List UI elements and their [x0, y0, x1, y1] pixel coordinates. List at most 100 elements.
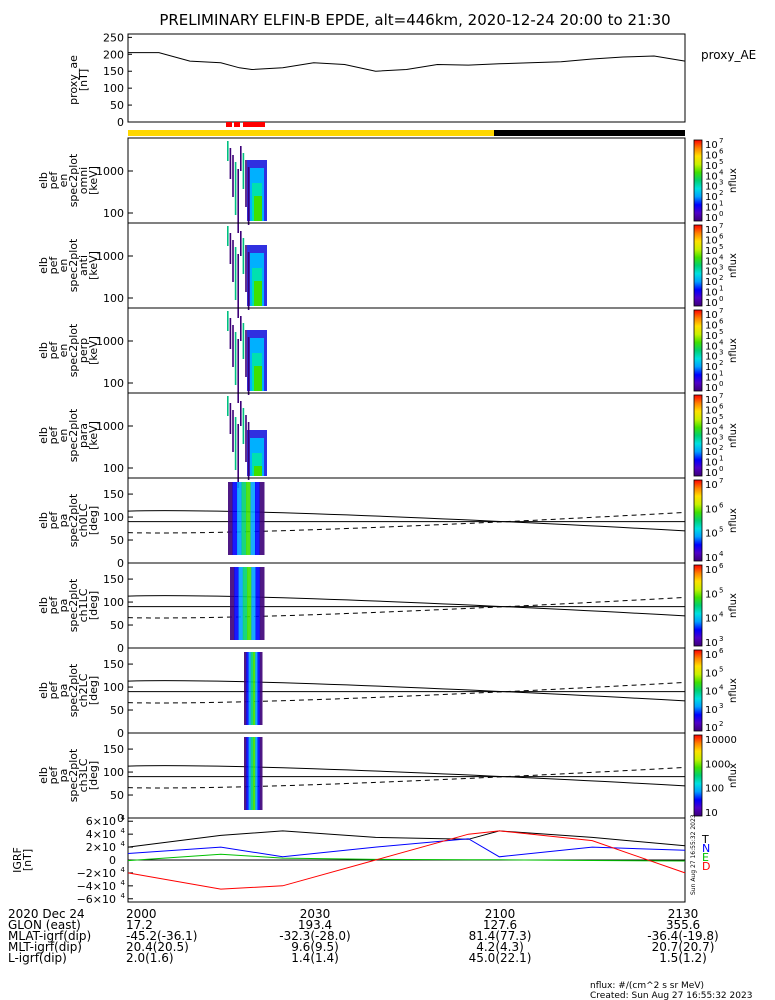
energy-panel-3-ylabel-line: elb	[37, 427, 50, 444]
energy-panel-3-spectrum-cell	[229, 403, 232, 434]
pa-panel-2-ytick: 100	[103, 681, 124, 694]
proxy-ae-ytick: 100	[103, 82, 124, 95]
pa-panel-1-tick-exp: 3	[719, 635, 723, 643]
energy-panel-2-tick: 10	[705, 362, 718, 373]
pa-panel-0-ytick: 0	[117, 557, 124, 570]
energy-panel-0-tick-exp: 2	[719, 189, 723, 197]
pa-panel-2-ylabel-line: pef	[47, 681, 60, 700]
pa-panel-0-ytick: 150	[103, 488, 124, 501]
energy-panel-0-tick: 10	[705, 192, 718, 203]
pa-panel-1-tick: 10	[705, 565, 718, 576]
igrf-ytick: 0	[109, 854, 116, 867]
igrf-legend-D: D	[702, 860, 710, 873]
footer-row-value: 193.4	[298, 918, 332, 932]
energy-panel-3-colorbar	[693, 394, 703, 477]
energy-panel-0-tick-exp: 1	[719, 200, 723, 208]
footer-row-value: 2100	[485, 907, 516, 921]
energy-panel-2-tick-exp: 3	[719, 349, 723, 357]
side-stamp: Sun Aug 27 16:55:32 2023	[690, 814, 697, 895]
energy-panel-0-tick: 10	[705, 171, 718, 182]
energy-panel-0-ytick: 100	[103, 207, 124, 220]
energy-panel-2-frame	[127, 307, 686, 394]
pa-panel-3-tick: 10000	[705, 735, 737, 746]
pa-panel-1-loss-cone-line	[127, 595, 686, 617]
energy-panel-2-ylabel-line: spec2plot	[67, 323, 80, 377]
proxy-ae-ytick: 50	[110, 99, 124, 112]
energy-panel-2-ylabel-line: en	[57, 344, 70, 358]
energy-panel-2-tick-exp: 6	[719, 317, 724, 325]
pa-panel-1-tick-exp: 6	[719, 562, 724, 570]
footer-row-value: 20.4(20.5)	[126, 940, 189, 954]
pa-panel-0-ytick: 50	[110, 534, 124, 547]
energy-panel-0-frame	[127, 137, 686, 224]
igrf-ytick: 4×10	[86, 828, 116, 841]
pa-panel-3-ytick: 100	[103, 766, 124, 779]
footer-row-value: 45.0(22.1)	[469, 951, 532, 965]
pa-panel-2-frame	[127, 647, 686, 734]
pa-panel-2-ylabel-line: [deg]	[87, 676, 100, 705]
energy-panel-3-tick: 10	[705, 426, 718, 437]
energy-panel-2-spectrum-cell	[245, 330, 247, 377]
pa-panel-0-ylabel-line: [deg]	[87, 506, 100, 535]
energy-panel-3-spectrum-cell	[252, 453, 262, 476]
pa-panel-2-tick: 10	[705, 668, 718, 679]
energy-panel-1-tick-exp: 6	[719, 232, 724, 240]
energy-panel-3-ylabel-line: pef	[47, 426, 60, 445]
energy-panel-2-spectrum-cell	[234, 332, 237, 385]
pa-panel-3-colorbar	[693, 734, 703, 817]
science-zone-bar	[226, 122, 232, 127]
energy-panel-0-spectrum-cell	[240, 146, 242, 171]
pa-panel-0-spectrum-cell	[237, 482, 242, 555]
pa-panel-2-label-text: nflux	[728, 678, 739, 703]
igrf-E-line	[127, 853, 686, 862]
energy-panel-2-label: nflux	[728, 338, 739, 363]
units-note: nflux: #/(cm^2 s sr MeV)	[590, 981, 704, 991]
igrf-ytick-exp: 4	[121, 814, 126, 822]
pa-panel-2-tick: 10	[705, 687, 718, 698]
energy-panel-0-tick: 10	[705, 203, 718, 214]
energy-panel-1-tick: 10	[705, 298, 718, 309]
igrf-legend-T: T	[701, 833, 709, 846]
igrf-ytick-exp: 4	[121, 827, 126, 835]
energy-panel-0-spectrum-cell	[234, 162, 237, 215]
energy-panel-1-tick: 10	[705, 225, 718, 236]
pa-panel-3-frame	[127, 732, 686, 819]
pa-panel-0-loss-cone-line	[127, 510, 686, 532]
energy-panel-1-tick-exp: 0	[719, 295, 723, 303]
pa-panel-2-ytick: 50	[110, 704, 124, 717]
pa-panel-1-ylabel-line: elb	[37, 597, 50, 614]
pa-panel-2-spectrum-cell	[259, 652, 263, 725]
energy-panel-1-label-text: nflux	[728, 253, 739, 278]
pa-panel-3-spectrum-cell	[244, 737, 247, 810]
energy-panel-2-spectrum-cell	[229, 318, 232, 349]
proxy-ae-ytick: 0	[117, 116, 124, 129]
pa-panel-0-colorbar	[693, 479, 703, 562]
pa-panel-2-spectrum-cell	[250, 652, 254, 725]
pa-panel-0-tick: 10	[705, 529, 718, 540]
footer-row-value: 2130	[668, 907, 699, 921]
pa-panel-2-ytick: 150	[103, 658, 124, 671]
pa-panel-1-ytick: 100	[103, 596, 124, 609]
pa-panel-3-ylabel-line: pef	[47, 766, 60, 785]
energy-panel-3-ylabel-line: en	[57, 429, 70, 443]
footer-row-value: 2000	[126, 907, 157, 921]
energy-panel-3-tick-exp: 2	[719, 444, 723, 452]
energy-panel-3-spectrum-cell	[234, 417, 237, 470]
figure-title: PRELIMINARY ELFIN-B EPDE, alt=446km, 202…	[159, 11, 670, 29]
energy-panel-1-tick-exp: 7	[719, 222, 723, 230]
pa-panel-1-frame	[127, 562, 686, 649]
energy-panel-3-tick-exp: 0	[719, 465, 723, 473]
energy-panel-1-spectrum-cell	[232, 240, 234, 282]
pa-panel-1-tick: 10	[705, 614, 718, 625]
energy-panel-0-spectrum-cell	[227, 141, 229, 161]
energy-panel-2-ylabel-line: perp	[77, 338, 90, 363]
energy-panel-3-tick-exp: 7	[719, 392, 723, 400]
energy-panel-1-spectrum-cell	[237, 254, 239, 318]
energy-panel-2-spectrum-cell	[254, 366, 262, 391]
footer-row-value: -36.4(-19.8)	[647, 929, 718, 943]
energy-panel-1-spectrum-cell	[240, 231, 242, 256]
energy-panel-0-tick: 10	[705, 182, 718, 193]
